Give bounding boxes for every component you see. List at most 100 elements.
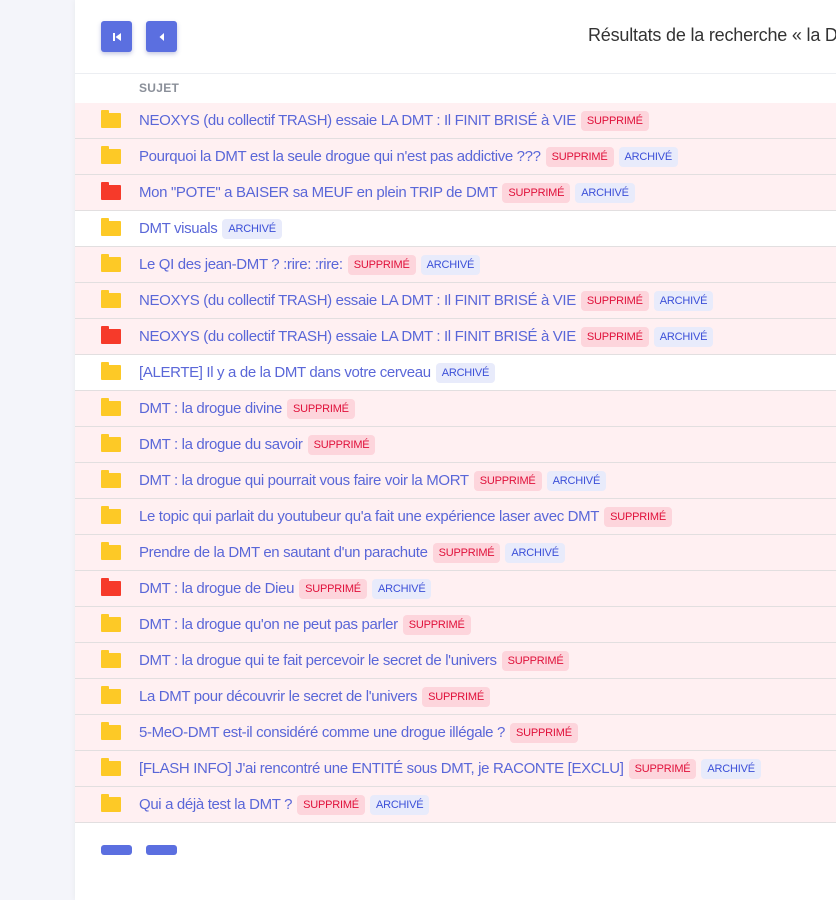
table-row: Le topic qui parlait du youtubeur qu'a f… (75, 499, 836, 535)
topic-link[interactable]: DMT : la drogue divine (139, 400, 282, 417)
topic-link[interactable]: Prendre de la DMT en sautant d'un parach… (139, 544, 428, 561)
deleted-badge: SUPPRIMÉ (286, 398, 355, 419)
folder-icon (101, 506, 121, 524)
table-row: Pourquoi la DMT est la seule drogue qui … (75, 139, 836, 175)
folder-icon (101, 290, 121, 308)
folder-icon (101, 614, 121, 632)
folder-icon (101, 470, 121, 488)
folder-icon (101, 434, 121, 452)
archived-badge: ARCHIVÉ (435, 362, 496, 383)
deleted-badge: SUPPRIMÉ (402, 614, 471, 635)
previous-page-button-bottom[interactable] (146, 845, 177, 855)
table-row: DMT visuals ARCHIVÉ (75, 211, 836, 247)
previous-page-button[interactable] (146, 21, 177, 52)
folder-icon (101, 398, 121, 416)
deleted-badge: SUPPRIMÉ (580, 326, 649, 347)
topic-link[interactable]: Le topic qui parlait du youtubeur qu'a f… (139, 508, 600, 525)
first-page-button-bottom[interactable] (101, 845, 132, 855)
folder-icon (101, 794, 121, 812)
table-row: DMT : la drogue divine SUPPRIMÉ (75, 391, 836, 427)
topic-link[interactable]: DMT : la drogue du savoir (139, 436, 303, 453)
topic-link[interactable]: DMT visuals (139, 220, 218, 237)
archived-badge: ARCHIVÉ (371, 578, 432, 599)
table-row: La DMT pour découvrir le secret de l'uni… (75, 679, 836, 715)
folder-icon (101, 146, 121, 164)
deleted-badge: SUPPRIMÉ (628, 758, 697, 779)
folder-icon (101, 758, 121, 776)
deleted-badge: SUPPRIMÉ (604, 506, 672, 527)
archived-badge: ARCHIVÉ (420, 254, 481, 275)
deleted-badge: SUPPRIMÉ (473, 470, 542, 491)
topic-link[interactable]: DMT : la drogue qui te fait percevoir le… (139, 652, 497, 669)
archived-badge: ARCHIVÉ (701, 758, 761, 779)
folder-icon (101, 686, 121, 704)
topic-link[interactable]: NEOXYS (du collectif TRASH) essaie LA DM… (139, 328, 576, 345)
deleted-badge: SUPPRIMÉ (347, 254, 416, 275)
topic-link[interactable]: Le QI des jean-DMT ? :rire: :rire: (139, 256, 343, 273)
deleted-badge: SUPPRIMÉ (510, 722, 578, 743)
topic-link[interactable]: 5-MeO-DMT est-il considéré comme une dro… (139, 724, 505, 741)
archived-badge: ARCHIVÉ (618, 146, 678, 167)
table-row: [ALERTE] Il y a de la DMT dans votre cer… (75, 355, 836, 391)
folder-icon (101, 254, 121, 272)
deleted-badge: SUPPRIMÉ (580, 290, 649, 311)
first-page-button[interactable] (101, 21, 132, 52)
topic-link[interactable]: DMT : la drogue qu'on ne peut pas parler (139, 616, 398, 633)
deleted-badge: SUPPRIMÉ (502, 182, 571, 203)
deleted-badge: SUPPRIMÉ (307, 434, 376, 455)
deleted-badge: SUPPRIMÉ (545, 146, 614, 167)
results-list: NEOXYS (du collectif TRASH) essaie LA DM… (75, 103, 836, 823)
archived-badge: ARCHIVÉ (575, 182, 635, 203)
archived-badge: ARCHIVÉ (369, 794, 430, 815)
deleted-badge: SUPPRIMÉ (422, 686, 491, 707)
folder-icon (101, 578, 121, 596)
folder-icon (101, 722, 121, 740)
table-row: NEOXYS (du collectif TRASH) essaie LA DM… (75, 319, 836, 355)
results-panel: Résultats de la recherche « la D SUJET N… (75, 0, 836, 900)
topic-link[interactable]: NEOXYS (du collectif TRASH) essaie LA DM… (139, 292, 576, 309)
topic-link[interactable]: La DMT pour découvrir le secret de l'uni… (139, 688, 418, 705)
folder-icon (101, 182, 121, 200)
deleted-badge: SUPPRIMÉ (501, 650, 570, 671)
table-row: DMT : la drogue de Dieu SUPPRIMÉ ARCHIVÉ (75, 571, 836, 607)
topic-link[interactable]: Pourquoi la DMT est la seule drogue qui … (139, 148, 541, 165)
table-row: DMT : la drogue du savoir SUPPRIMÉ (75, 427, 836, 463)
topic-link[interactable]: DMT : la drogue qui pourrait vous faire … (139, 472, 469, 489)
divider (75, 73, 836, 74)
table-row: NEOXYS (du collectif TRASH) essaie LA DM… (75, 103, 836, 139)
topic-link[interactable]: [FLASH INFO] J'ai rencontré une ENTITÉ s… (139, 760, 624, 777)
folder-icon (101, 218, 121, 236)
skip-to-first-icon (112, 32, 121, 41)
deleted-badge: SUPPRIMÉ (580, 110, 649, 131)
topic-link[interactable]: NEOXYS (du collectif TRASH) essaie LA DM… (139, 112, 576, 129)
table-row: Qui a déjà test la DMT ? SUPPRIMÉ ARCHIVÉ (75, 787, 836, 823)
topic-link[interactable]: DMT : la drogue de Dieu (139, 580, 295, 597)
archived-badge: ARCHIVÉ (653, 290, 714, 311)
table-row: NEOXYS (du collectif TRASH) essaie LA DM… (75, 283, 836, 319)
deleted-badge: SUPPRIMÉ (432, 542, 501, 563)
topic-link[interactable]: [ALERTE] Il y a de la DMT dans votre cer… (139, 364, 431, 381)
table-row: DMT : la drogue qu'on ne peut pas parler… (75, 607, 836, 643)
topic-link[interactable]: Qui a déjà test la DMT ? (139, 796, 293, 813)
table-row: Le QI des jean-DMT ? :rire: :rire: SUPPRI… (75, 247, 836, 283)
deleted-badge: SUPPRIMÉ (299, 578, 367, 599)
table-row: DMT : la drogue qui te fait percevoir le… (75, 643, 836, 679)
archived-badge: ARCHIVÉ (505, 542, 565, 563)
folder-icon (101, 650, 121, 668)
chevron-left-icon (159, 32, 164, 41)
folder-icon (101, 326, 121, 344)
deleted-badge: SUPPRIMÉ (297, 794, 365, 815)
folder-icon (101, 542, 121, 560)
page-title: Résultats de la recherche « la D (588, 25, 836, 45)
folder-icon (101, 362, 121, 380)
topic-link[interactable]: Mon "POTE" a BAISER sa MEUF en plein TRI… (139, 184, 498, 201)
archived-badge: ARCHIVÉ (546, 470, 607, 491)
archived-badge: ARCHIVÉ (653, 326, 714, 347)
table-row: Prendre de la DMT en sautant d'un parach… (75, 535, 836, 571)
folder-icon (101, 110, 121, 128)
table-row: [FLASH INFO] J'ai rencontré une ENTITÉ s… (75, 751, 836, 787)
column-header-subject: SUJET (139, 81, 180, 95)
table-row: 5-MeO-DMT est-il considéré comme une dro… (75, 715, 836, 751)
archived-badge: ARCHIVÉ (222, 218, 282, 239)
table-row: DMT : la drogue qui pourrait vous faire … (75, 463, 836, 499)
